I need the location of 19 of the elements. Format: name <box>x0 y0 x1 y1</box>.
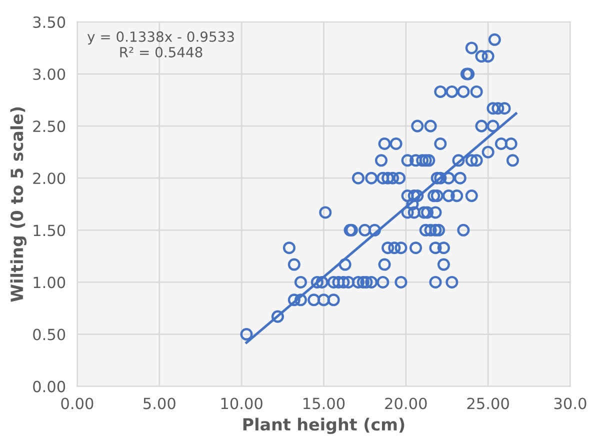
y-tick-label: 3.50 <box>33 16 66 28</box>
y-tick-label: 3.00 <box>33 68 66 80</box>
annotation: y = 0.1338x - 0.9533 <box>87 31 234 45</box>
y-tick-label: 2.50 <box>33 120 66 132</box>
y-tick-label: 1.50 <box>34 224 66 236</box>
x-tick-label: 20.00 <box>385 398 427 410</box>
y-tick-label: 2.00 <box>33 172 66 184</box>
y-tick-label: 1.00 <box>34 276 66 288</box>
x-tick-label: 15.00 <box>304 398 345 410</box>
x-tick-label: 25.00 <box>467 398 509 410</box>
y-tick-label: 0.50 <box>33 328 66 340</box>
x-axis-title: Plant height (cm) <box>243 418 404 434</box>
y-axis-title: Wilting (0 to 5 scale) <box>10 107 27 302</box>
y-tick-label: 0.00 <box>33 380 66 392</box>
x-tick-label: 10.00 <box>221 398 262 410</box>
x-tick-label: 30.0 <box>554 398 586 410</box>
x-tick-label: 5.00 <box>144 398 176 410</box>
annotation: R² = 0.5448 <box>120 46 202 58</box>
x-tick-label: 0.00 <box>61 398 94 410</box>
